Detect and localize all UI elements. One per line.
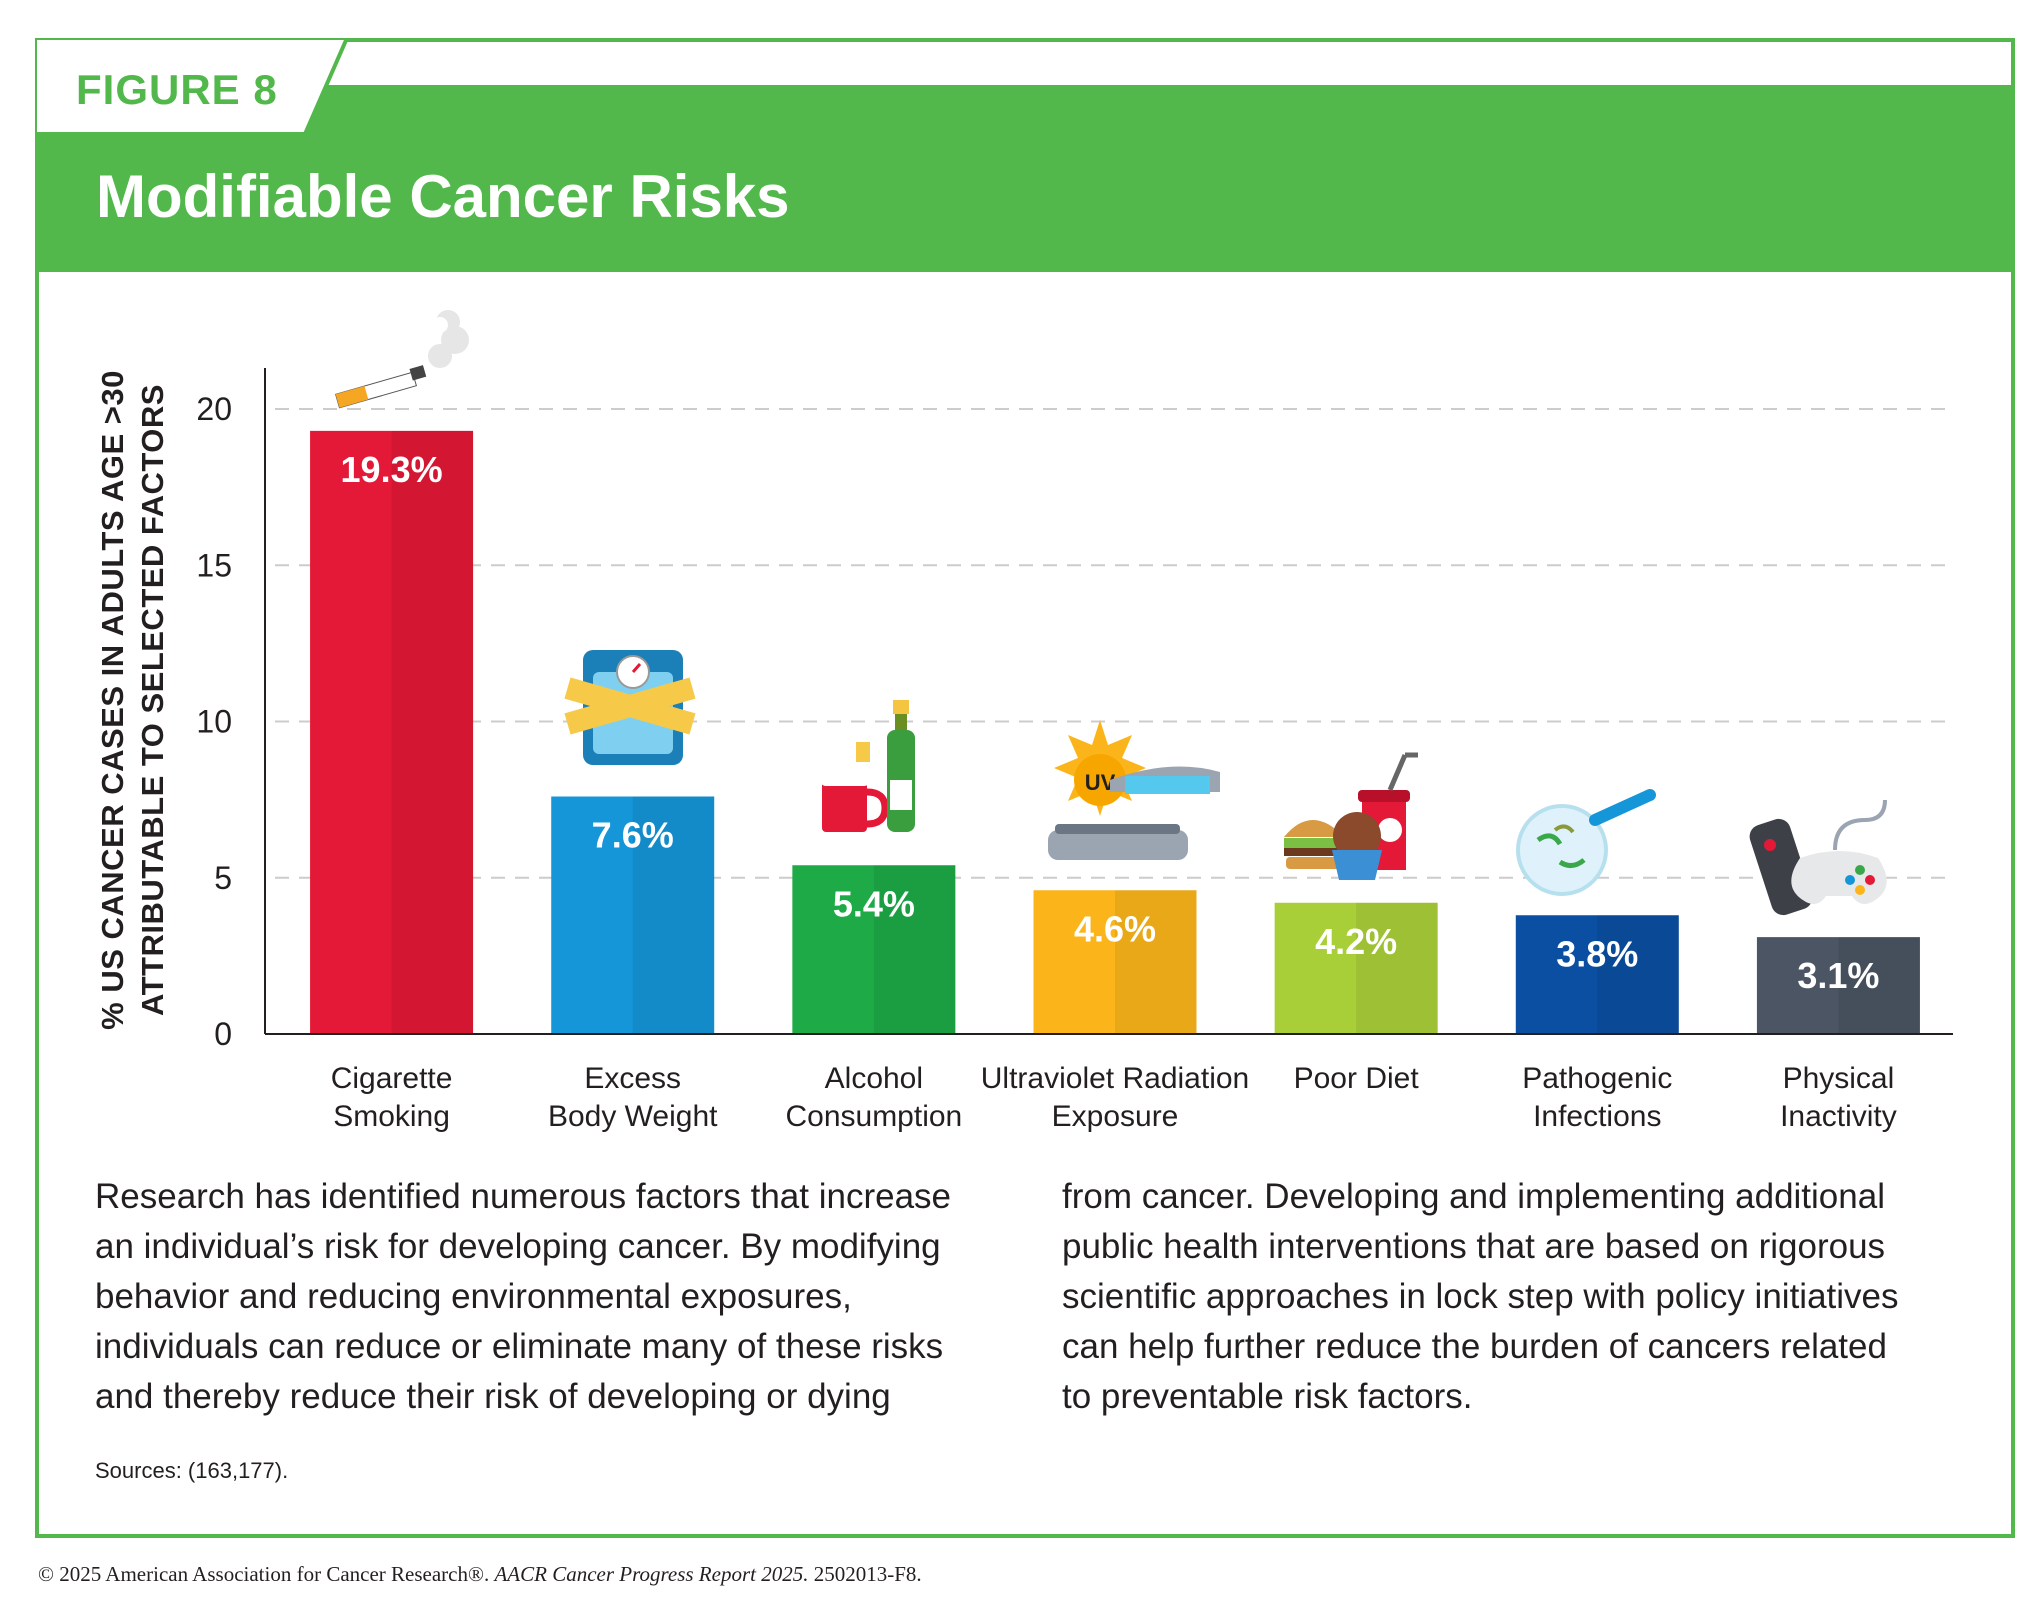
copyright-report: AACR Cancer Progress Report 2025. xyxy=(494,1562,809,1586)
copyright-code: 2502013-F8. xyxy=(813,1562,922,1586)
category-label: Cigarette xyxy=(331,1062,453,1095)
bar xyxy=(1274,902,1438,1034)
bars: 19.3% Cigarette Smoking 7.6% Excess Body Weig… xyxy=(310,430,1920,1133)
bar xyxy=(1756,937,1920,1034)
y-axis-label-line1: % US CANCER CASES IN ADULTS AGE >30 xyxy=(95,370,130,1030)
bar-group: 3.1% Physical Inactivity xyxy=(1756,937,1920,1133)
body-line: behavior and reducing environmental expo… xyxy=(95,1277,852,1316)
bar xyxy=(551,796,715,1034)
figure-tag xyxy=(35,38,350,136)
body-line: public health interventions that are bas… xyxy=(1062,1227,1886,1266)
category-label: Excess xyxy=(584,1062,681,1095)
bar-group: 19.3% Cigarette Smoking xyxy=(310,430,474,1133)
cigarette-icon xyxy=(335,310,469,409)
y-axis-ticks: 0 5 10 15 20 xyxy=(196,391,232,1052)
y-axis-label-line2: ATTRIBUTABLE TO SELECTED FACTORS xyxy=(135,384,170,1016)
category-label: Infections xyxy=(1533,1100,1661,1133)
body-line: individuals can reduce or eliminate many… xyxy=(95,1327,944,1366)
bar-shade xyxy=(1356,902,1438,1034)
bar-group: 5.4% Alcohol Consumption xyxy=(785,865,962,1133)
body-line: and thereby reduce their risk of develop… xyxy=(95,1377,891,1416)
bar-shade xyxy=(1115,890,1197,1034)
body-text-right: from cancer. Developing and implementing… xyxy=(1062,1172,1982,1422)
copyright-prefix: © 2025 American Association for Cancer R… xyxy=(38,1562,490,1586)
value-label: 19.3% xyxy=(341,449,443,490)
bar-group: 7.6% Excess Body Weight xyxy=(548,796,718,1133)
body-line: an individual’s risk for developing canc… xyxy=(95,1227,941,1266)
category-label: Body Weight xyxy=(548,1100,718,1133)
y-tick-label: 5 xyxy=(214,860,232,896)
category-label: Poor Diet xyxy=(1294,1062,1420,1095)
body-line: to preventable risk factors. xyxy=(1062,1377,1473,1416)
value-label: 3.8% xyxy=(1556,933,1638,974)
bar-icons: UV xyxy=(335,310,1887,916)
body-line: from cancer. Developing and implementing… xyxy=(1062,1177,1885,1216)
value-label: 3.1% xyxy=(1797,955,1879,996)
body-line: Research has identified numerous factors… xyxy=(95,1177,952,1216)
sources-note: Sources: (163,177). xyxy=(95,1458,289,1483)
bar-chart: 0 5 10 15 20 19.3% Cigarette Smoking 7.6% Excess… xyxy=(95,310,1953,1133)
bar-shade xyxy=(873,865,956,1034)
bar-group: 4.2% Poor Diet xyxy=(1274,902,1438,1095)
scale-with-tape-measure-icon xyxy=(564,650,696,765)
body-line: can help further reduce the burden of ca… xyxy=(1062,1327,1887,1366)
bar-group: 4.6% Ultraviolet Radiation Exposure xyxy=(981,890,1249,1133)
remote-and-game-controller-icon xyxy=(1749,799,1887,916)
y-tick-label: 15 xyxy=(196,547,232,583)
figure-label: FIGURE 8 xyxy=(76,66,278,113)
bar-shade xyxy=(632,796,715,1034)
bar xyxy=(310,430,474,1034)
value-label: 4.6% xyxy=(1074,908,1156,949)
category-label: Consumption xyxy=(785,1100,962,1133)
beer-mug-and-champagne-icon xyxy=(820,700,915,832)
bar xyxy=(1033,890,1197,1034)
value-label: 5.4% xyxy=(833,883,915,924)
bar xyxy=(792,865,956,1034)
page-title: Modifiable Cancer Risks xyxy=(96,163,790,230)
category-label: Alcohol xyxy=(825,1062,923,1095)
petri-dish-bacteria-icon xyxy=(1516,789,1656,896)
bar xyxy=(1515,915,1679,1034)
burger-cupcake-soda-icon xyxy=(1284,752,1418,880)
category-label: Pathogenic xyxy=(1522,1062,1672,1095)
y-tick-label: 20 xyxy=(196,391,232,427)
category-label: Smoking xyxy=(333,1100,450,1133)
bar-group: 3.8% Pathogenic Infections xyxy=(1515,915,1679,1133)
y-tick-label: 10 xyxy=(196,704,232,740)
value-label: 4.2% xyxy=(1315,921,1397,962)
body-line: scientific approaches in lock step with … xyxy=(1062,1277,1899,1316)
category-label: Physical xyxy=(1783,1062,1895,1095)
bar-shade xyxy=(1838,937,1920,1034)
bar-shade xyxy=(1597,915,1679,1034)
category-label: Inactivity xyxy=(1780,1100,1897,1133)
category-label: Ultraviolet Radiation xyxy=(981,1062,1249,1095)
y-axis-label: % US CANCER CASES IN ADULTS AGE >30 ATTR… xyxy=(95,370,170,1030)
header-band xyxy=(35,85,2015,272)
uv-tanning-bed-icon: UV xyxy=(1048,720,1220,860)
category-label: Exposure xyxy=(1052,1100,1179,1133)
copyright-line: © 2025 American Association for Cancer R… xyxy=(38,1562,922,1587)
value-label: 7.6% xyxy=(592,815,674,856)
bar-shade xyxy=(391,430,474,1034)
gridlines xyxy=(275,408,1953,879)
body-text-left: Research has identified numerous factors… xyxy=(95,1172,1015,1422)
y-tick-label: 0 xyxy=(214,1016,232,1052)
